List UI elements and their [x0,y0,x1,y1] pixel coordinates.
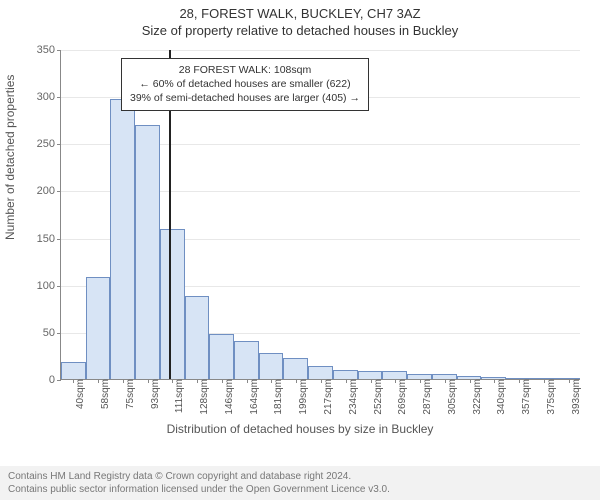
x-tick-label: 393sqm [565,379,582,415]
y-tick-label: 300 [37,91,61,103]
plot-area: 28 FOREST WALK: 108sqm ← 60% of detached… [60,50,580,380]
x-tick-label: 252sqm [367,379,384,415]
x-tick-label: 164sqm [243,379,260,415]
y-tick-label: 100 [37,280,61,292]
y-tick-label: 0 [49,374,61,386]
histogram-bar [160,229,185,379]
x-tick-label: 128sqm [193,379,210,415]
histogram-bar [481,377,506,379]
x-tick-label: 269sqm [391,379,408,415]
x-tick-label: 93sqm [144,379,161,409]
x-tick-label: 181sqm [267,379,284,415]
footer-line1: Contains HM Land Registry data © Crown c… [8,470,592,483]
histogram-bar [308,366,333,379]
title-subtitle: Size of property relative to detached ho… [0,23,600,38]
y-tick-label: 350 [37,44,61,56]
x-tick-label: 357sqm [515,379,532,415]
title-address: 28, FOREST WALK, BUCKLEY, CH7 3AZ [0,6,600,21]
x-tick-label: 234sqm [342,379,359,415]
y-tick-label: 50 [43,327,61,339]
x-tick-label: 75sqm [119,379,136,409]
histogram-bar [185,296,210,379]
histogram-bar [555,378,580,379]
x-tick-label: 305sqm [441,379,458,415]
histogram-bar [86,277,111,379]
histogram-bar [432,374,457,379]
histogram-bar [457,376,482,379]
footer-line2: Contains public sector information licen… [8,483,592,496]
histogram-bar [259,353,284,379]
histogram-bar [407,374,432,379]
annotation-box: 28 FOREST WALK: 108sqm ← 60% of detached… [121,58,369,111]
x-tick-label: 340sqm [490,379,507,415]
chart-title-block: 28, FOREST WALK, BUCKLEY, CH7 3AZ Size o… [0,0,600,38]
y-axis-label: Number of detached properties [3,75,17,240]
annotation-line1: 28 FOREST WALK: 108sqm [130,63,360,77]
x-axis-label: Distribution of detached houses by size … [167,422,434,436]
histogram-bar [358,371,383,379]
histogram-bar [506,378,531,379]
x-tick-label: 199sqm [292,379,309,415]
x-tick-label: 322sqm [466,379,483,415]
footer-attribution: Contains HM Land Registry data © Crown c… [0,466,600,500]
histogram-bar [135,125,160,379]
y-tick-label: 250 [37,138,61,150]
histogram-bar [283,358,308,379]
x-tick-label: 146sqm [218,379,235,415]
y-tick-label: 200 [37,185,61,197]
x-tick-label: 58sqm [94,379,111,409]
histogram-bar [531,378,556,379]
histogram-bar [110,99,135,379]
histogram-bar [234,341,259,379]
y-tick-label: 150 [37,233,61,245]
x-tick-label: 375sqm [540,379,557,415]
histogram-bar [209,334,234,379]
histogram-bar [333,370,358,379]
x-tick-label: 111sqm [168,379,185,413]
chart-container: Number of detached properties 28 FOREST … [0,40,600,440]
annotation-line3: 39% of semi-detached houses are larger (… [130,91,360,105]
x-tick-label: 40sqm [69,379,86,409]
x-tick-label: 287sqm [416,379,433,415]
annotation-line2: ← 60% of detached houses are smaller (62… [130,77,360,91]
histogram-bar [382,371,407,379]
histogram-bar [61,362,86,379]
x-tick-label: 217sqm [317,379,334,415]
